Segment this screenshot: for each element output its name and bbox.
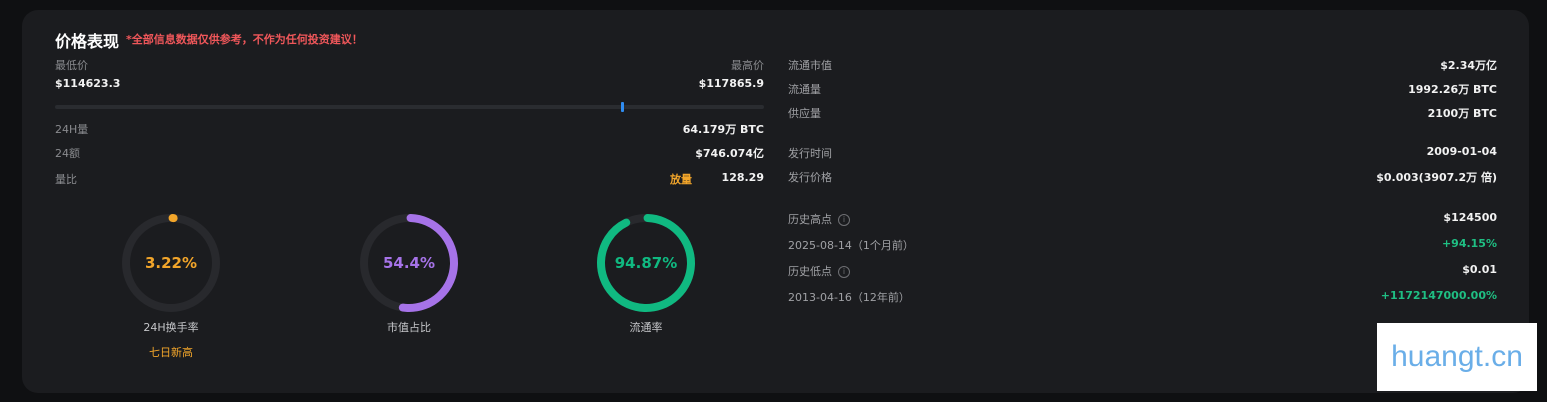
gauge-arc bbox=[122, 214, 220, 312]
atl-value: $0.01 bbox=[1462, 263, 1497, 276]
gauge-turnover: 3.22% bbox=[116, 208, 226, 318]
stat-label: 量比 bbox=[55, 173, 77, 186]
watermark-text: huangt.cn bbox=[1391, 340, 1523, 373]
high-price-label: 最高价 bbox=[731, 59, 764, 72]
stat-value: $0.003(3907.2万 倍) bbox=[1376, 171, 1497, 184]
info-icon[interactable]: i bbox=[838, 266, 850, 278]
stat-value: 2100万 BTC bbox=[1427, 107, 1497, 120]
atl-date: 2013-04-16（12年前） bbox=[788, 291, 910, 304]
gauge-ring bbox=[597, 214, 695, 312]
atl-change: +1172147000.00% bbox=[1380, 289, 1497, 302]
stat-label: 24H量 bbox=[55, 123, 89, 136]
gauge-arc bbox=[360, 214, 458, 312]
stat-label: 供应量 bbox=[788, 107, 821, 120]
gauge-label-turnover: 24H换手率 bbox=[143, 321, 199, 334]
gauge-circulation: 94.87% bbox=[591, 208, 701, 318]
gauge-value: 3.22% bbox=[144, 254, 198, 272]
price-range-bar bbox=[55, 102, 764, 112]
ath-date: 2025-08-14（1个月前） bbox=[788, 239, 914, 252]
stat-value: 64.179万 BTC bbox=[682, 123, 764, 136]
low-price-value: $114623.3 bbox=[55, 77, 121, 90]
section-title: 价格表现 bbox=[55, 32, 120, 51]
stat-value: 1992.26万 BTC bbox=[1408, 83, 1497, 96]
atl-label-row: 历史低点 i bbox=[788, 263, 850, 279]
stat-value: $746.074亿 bbox=[695, 147, 764, 160]
low-price-label: 最低价 bbox=[55, 59, 88, 72]
disclaimer: *全部信息数据仅供参考，不作为任何投资建议！ bbox=[126, 33, 363, 46]
gauge-ring bbox=[360, 214, 458, 312]
gauge-dominance: 54.4% bbox=[354, 208, 464, 318]
gauge-sublabel: 七日新高 bbox=[149, 346, 193, 359]
watermark-logo: huangt.cn bbox=[1377, 323, 1537, 391]
ath-label: 历史高点 bbox=[788, 213, 832, 226]
stat-label: 流通量 bbox=[788, 83, 821, 96]
price-performance-card bbox=[22, 10, 1529, 393]
volume-ratio-tag: 放量 bbox=[670, 173, 692, 186]
stat-label: 发行价格 bbox=[788, 171, 832, 184]
gauge-value: 94.87% bbox=[614, 254, 678, 272]
ath-change: +94.15% bbox=[1441, 237, 1497, 250]
stat-label: 24额 bbox=[55, 147, 80, 160]
stat-value: 2009-01-04 bbox=[1426, 145, 1497, 158]
current-price-marker bbox=[621, 102, 625, 112]
ath-value: $124500 bbox=[1443, 211, 1497, 224]
stat-value: $2.34万亿 bbox=[1440, 59, 1497, 72]
gauge-arc bbox=[597, 214, 695, 312]
atl-label: 历史低点 bbox=[788, 265, 832, 278]
gauge-label-dominance: 市值占比 bbox=[387, 321, 431, 334]
stat-value: 128.29 bbox=[721, 171, 764, 184]
info-icon[interactable]: i bbox=[838, 214, 850, 226]
stat-label: 发行时间 bbox=[788, 147, 832, 160]
ath-label-row: 历史高点 i bbox=[788, 211, 850, 227]
high-price-value: $117865.9 bbox=[698, 77, 764, 90]
gauge-label-circulation: 流通率 bbox=[629, 321, 663, 334]
stat-label: 流通市值 bbox=[788, 59, 832, 72]
gauge-value: 54.4% bbox=[382, 254, 436, 272]
gauge-ring bbox=[122, 214, 220, 312]
